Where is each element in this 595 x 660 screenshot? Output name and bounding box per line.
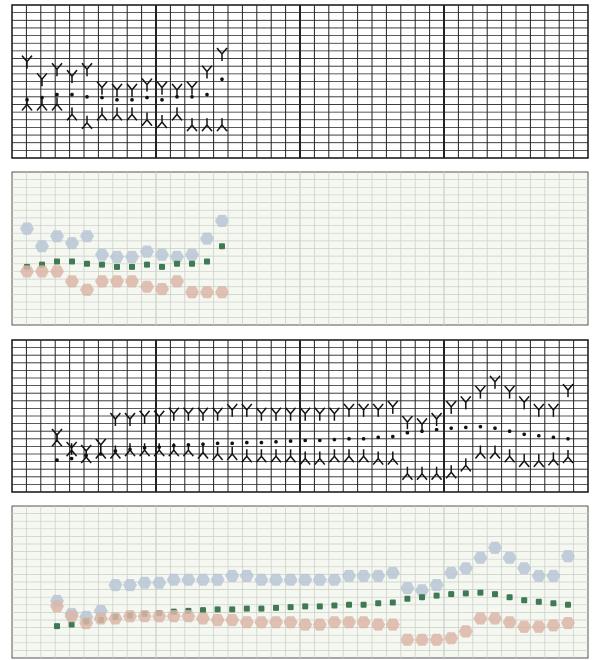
pulse-mark [404,596,410,602]
pulse-mark [566,437,570,441]
pulse-mark [390,600,396,606]
pulse-mark [317,603,323,609]
pulse-mark [508,429,512,433]
pulse-mark [189,261,195,267]
pulse-mark [129,264,135,270]
pulse-mark [463,590,469,596]
pulse-mark [536,599,542,605]
pulse-mark [391,435,395,439]
pulse-mark [84,261,90,267]
pulse-mark [174,261,180,267]
chart-panel [12,506,588,658]
pulse-mark [333,438,337,442]
pulse-mark [100,96,104,100]
pulse-mark [479,425,483,429]
pulse-mark [434,593,440,599]
chart-panel [12,172,588,325]
pulse-mark [144,262,150,268]
pulse-mark [69,259,75,265]
pulse-mark [318,439,322,443]
pulse-mark [464,426,468,430]
chart-panel [12,5,588,158]
pulse-mark [302,603,308,609]
pulse-mark [477,590,483,596]
pulse-mark [204,259,210,265]
pulse-mark [219,243,225,249]
pulse-mark [274,440,278,444]
pulse-mark [69,622,75,628]
pulse-mark [537,434,541,438]
pulse-mark [215,606,221,612]
pulse-mark [190,95,194,99]
page: (() => { const data = JSON.parse(documen… [0,0,595,660]
pulse-mark [493,426,497,430]
pulse-mark [406,431,410,435]
pulse-mark [435,428,439,432]
pulse-mark [130,98,134,102]
pulse-mark [522,432,526,436]
chart-sheet [0,0,595,660]
pulse-mark [288,604,294,610]
pulse-mark [245,441,249,445]
pulse-mark [273,605,279,611]
pulse-mark [70,93,74,97]
pulse-mark [507,594,513,600]
pulse-mark [175,95,179,99]
pulse-mark [70,457,74,461]
pulse-mark [160,98,164,102]
pulse-mark [346,602,352,608]
pulse-mark [362,437,366,441]
pulse-mark [289,439,293,443]
pulse-mark [85,95,89,99]
pulse-mark [565,602,571,608]
pulse-mark [552,435,556,439]
pulse-mark [54,623,60,629]
pulse-mark [244,606,250,612]
pulse-mark [159,264,165,270]
pulse-mark [492,591,498,597]
pulse-mark [201,442,205,446]
pulse-mark [205,93,209,97]
pulse-mark [331,603,337,609]
pulse-mark [230,442,234,446]
chart-panel [12,340,588,492]
pulse-mark [54,259,60,265]
pulse-mark [258,606,264,612]
pulse-mark [114,264,120,270]
pulse-mark [361,602,367,608]
pulse-mark [99,262,105,268]
pulse-mark [347,437,351,441]
pulse-mark [55,458,59,462]
pulse-mark [216,442,220,446]
pulse-mark [260,441,264,445]
pulse-mark [145,96,149,100]
pulse-mark [375,600,381,606]
pulse-mark [229,606,235,612]
pulse-mark [420,429,424,433]
pulse-mark [376,435,380,439]
pulse-mark [521,597,527,603]
pulse-mark [55,93,59,97]
pulse-mark [115,98,119,102]
pulse-mark [449,426,453,430]
pulse-mark [419,594,425,600]
pulse-mark [220,77,224,81]
pulse-mark [550,600,556,606]
pulse-mark [448,591,454,597]
pulse-mark [200,607,206,613]
pulse-mark [303,439,307,443]
